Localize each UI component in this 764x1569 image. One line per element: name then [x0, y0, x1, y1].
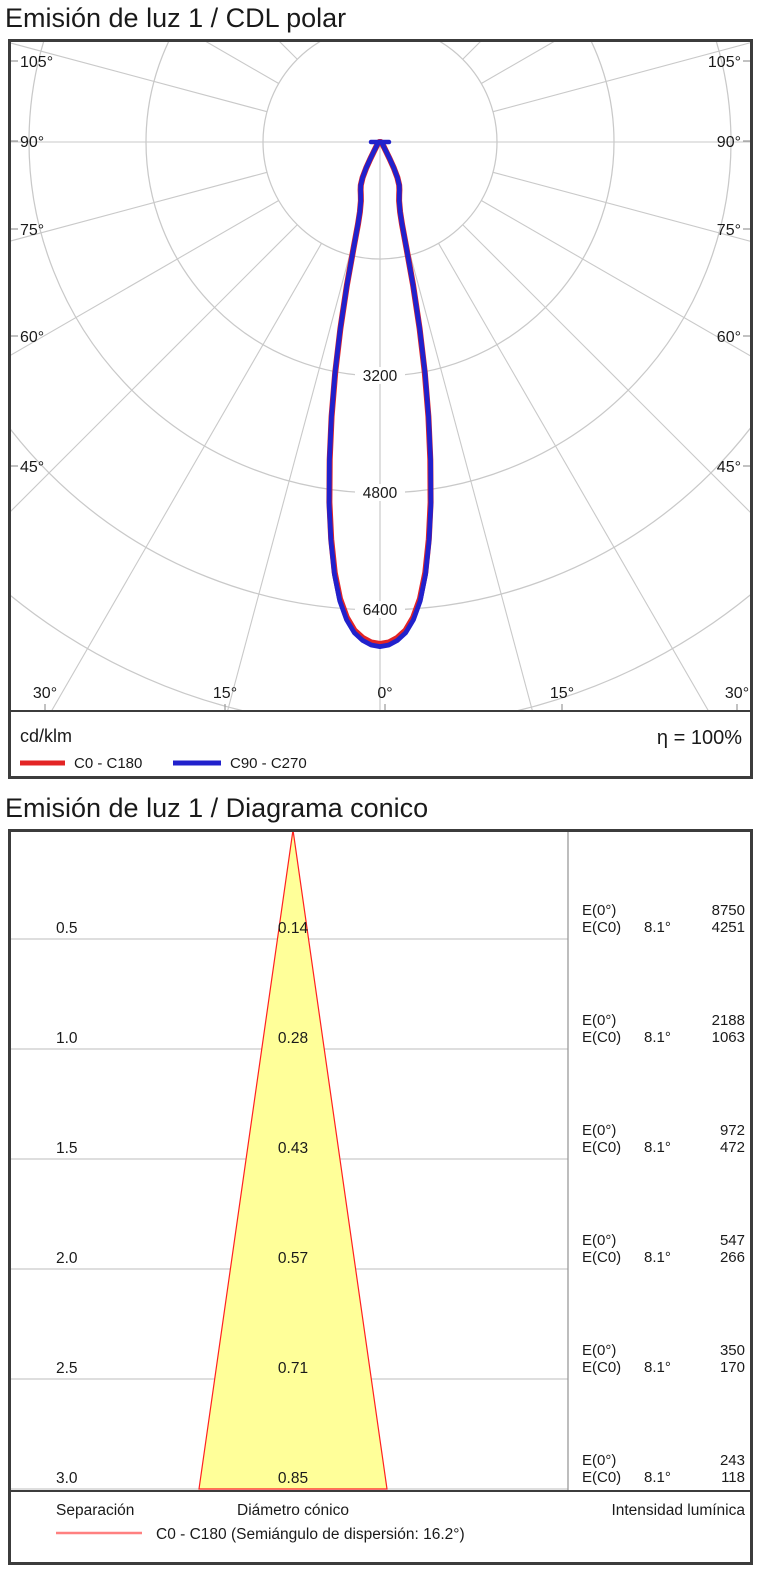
cone-diameter-value: 0.85 [278, 1470, 308, 1487]
polar-angle-label-right: 105° [708, 54, 741, 71]
e0-value: 243 [720, 1452, 745, 1469]
ec0-label: E(C0) [582, 1359, 621, 1376]
ec0-label: E(C0) [582, 1249, 621, 1266]
beam-angle-value: 8.1° [644, 1029, 671, 1046]
polar-grid-ray [409, 254, 534, 711]
ec0-value: 266 [720, 1249, 745, 1266]
beam-angle-value: 8.1° [644, 1469, 671, 1486]
polar-grid-ray [492, 42, 750, 113]
polar-grid-ray [438, 243, 710, 711]
e0-label: E(0°) [582, 902, 616, 919]
polar-angle-label-left: 90° [20, 134, 44, 151]
column-label-separation: Separación [56, 1502, 134, 1519]
cone-diameter-value: 0.28 [278, 1030, 308, 1047]
e0-value: 972 [720, 1122, 745, 1139]
e0-value: 8750 [712, 902, 745, 919]
cone-diagram: 0.5 0.14 E(0°) 8750 E(C0) 8.1° 4251 1.0 0.28 E(0°… [8, 829, 753, 1565]
cone-diameter-value: 0.14 [278, 920, 309, 937]
unit-label: cd/klm [20, 726, 72, 746]
radial-value-label: 3200 [363, 368, 398, 385]
cone-legend-label: C0 - C180 (Semiángulo de dispersión: 16.… [156, 1526, 465, 1543]
e0-label: E(0°) [582, 1122, 616, 1139]
polar-angle-label-left: 75° [20, 222, 44, 239]
separation-value: 2.0 [56, 1250, 78, 1267]
polar-angle-label-bottom: 15° [213, 685, 237, 702]
beam-angle-value: 8.1° [644, 1139, 671, 1156]
separation-value: 1.5 [56, 1140, 78, 1157]
cone-diameter-value: 0.57 [278, 1250, 308, 1267]
efficiency-label: η = 100% [657, 727, 742, 749]
separation-value: 3.0 [56, 1470, 78, 1487]
cone-chart-box: 0.5 0.14 E(0°) 8750 E(C0) 8.1° 4251 1.0 0.28 E(0°… [8, 829, 753, 1565]
column-label-diameter: Diámetro cónico [237, 1502, 349, 1519]
ec0-value: 1063 [712, 1029, 745, 1046]
ec0-value: 118 [721, 1469, 745, 1486]
polar-chart-border [8, 39, 753, 779]
separation-value: 2.5 [56, 1360, 78, 1377]
polar-grid-ray [11, 200, 279, 356]
separation-value: 1.0 [56, 1030, 78, 1047]
radial-value-label: 4800 [363, 485, 398, 502]
beam-angle-value: 8.1° [644, 919, 671, 936]
beam-angle-value: 8.1° [644, 1359, 671, 1376]
polar-angle-label-bottom: 0° [377, 685, 392, 702]
polar-grid-ray [481, 200, 750, 357]
polar-angle-label-bottom: 30° [33, 685, 57, 702]
polar-chart-box: 105° 105° 90° 90° 75° 75° 60° 60° 45° 45° 30° 15° 0°… [8, 39, 753, 779]
polar-grid-ray [462, 224, 750, 513]
polar-chart-section: Emisión de luz 1 / CDL polar 105° 105° 90°… [0, 2, 764, 779]
cone-diameter-value: 0.43 [278, 1140, 308, 1157]
separation-value: 0.5 [56, 920, 78, 937]
e0-label: E(0°) [582, 1012, 616, 1029]
polar-grid-ray [492, 171, 750, 242]
e0-label: E(0°) [582, 1342, 616, 1359]
radial-value-label: 6400 [363, 602, 398, 619]
curve-c90-c270 [326, 139, 434, 649]
e0-value: 547 [720, 1232, 745, 1249]
e0-label: E(0°) [582, 1232, 616, 1249]
polar-angle-ticks [11, 60, 750, 711]
polar-angle-label-right: 45° [717, 459, 741, 476]
polar-angle-label-bottom: 15° [550, 685, 574, 702]
legend-label-c0-c180: C0 - C180 [74, 755, 142, 772]
cone-chart-title: Emisión de luz 1 / Diagrama conico [5, 793, 429, 823]
ec0-value: 170 [720, 1359, 745, 1376]
polar-angle-label-left: 45° [20, 459, 44, 476]
ec0-value: 4251 [712, 919, 745, 936]
e0-value: 350 [720, 1342, 745, 1359]
ec0-value: 472 [720, 1139, 745, 1156]
polar-angle-label-left: 105° [20, 54, 53, 71]
e0-value: 2188 [712, 1012, 745, 1029]
radial-label-halo [355, 367, 405, 384]
polar-curves [326, 139, 434, 649]
polar-grid-ray [11, 42, 268, 113]
polar-angle-label-right: 60° [717, 329, 741, 346]
ec0-label: E(C0) [582, 1139, 621, 1156]
cone-chart-section: Emisión de luz 1 / Diagrama conico 0.5 0.… [0, 792, 764, 1565]
polar-angle-label-bottom: 30° [725, 685, 749, 702]
ec0-label: E(C0) [582, 1469, 621, 1486]
beam-angle-value: 8.1° [644, 1249, 671, 1266]
legend-label-c90-c270: C90 - C270 [230, 755, 307, 772]
e0-label: E(0°) [582, 1452, 616, 1469]
light-cone [198, 829, 388, 1490]
column-label-intensity: Intensidad lumínica [611, 1502, 745, 1519]
cone-diameter-value: 0.71 [278, 1360, 308, 1377]
polar-angle-label-right: 75° [717, 222, 741, 239]
polar-grid-ray [11, 224, 298, 512]
polar-angle-label-right: 90° [717, 134, 741, 151]
polar-grid-ray [226, 254, 351, 711]
polar-grid [11, 42, 750, 711]
polar-grid-ray [11, 171, 268, 242]
radial-label-halo [355, 601, 405, 618]
ec0-label: E(C0) [582, 919, 621, 936]
cone-chart-border [8, 829, 753, 1565]
ec0-label: E(C0) [582, 1029, 621, 1046]
polar-intensity-diagram: 105° 105° 90° 90° 75° 75° 60° 60° 45° 45° 30° 15° 0°… [8, 39, 753, 779]
polar-angle-label-left: 60° [20, 329, 44, 346]
radial-label-halo [355, 484, 405, 501]
polar-chart-title: Emisión de luz 1 / CDL polar [5, 3, 347, 33]
polar-grid-ray [50, 243, 322, 711]
